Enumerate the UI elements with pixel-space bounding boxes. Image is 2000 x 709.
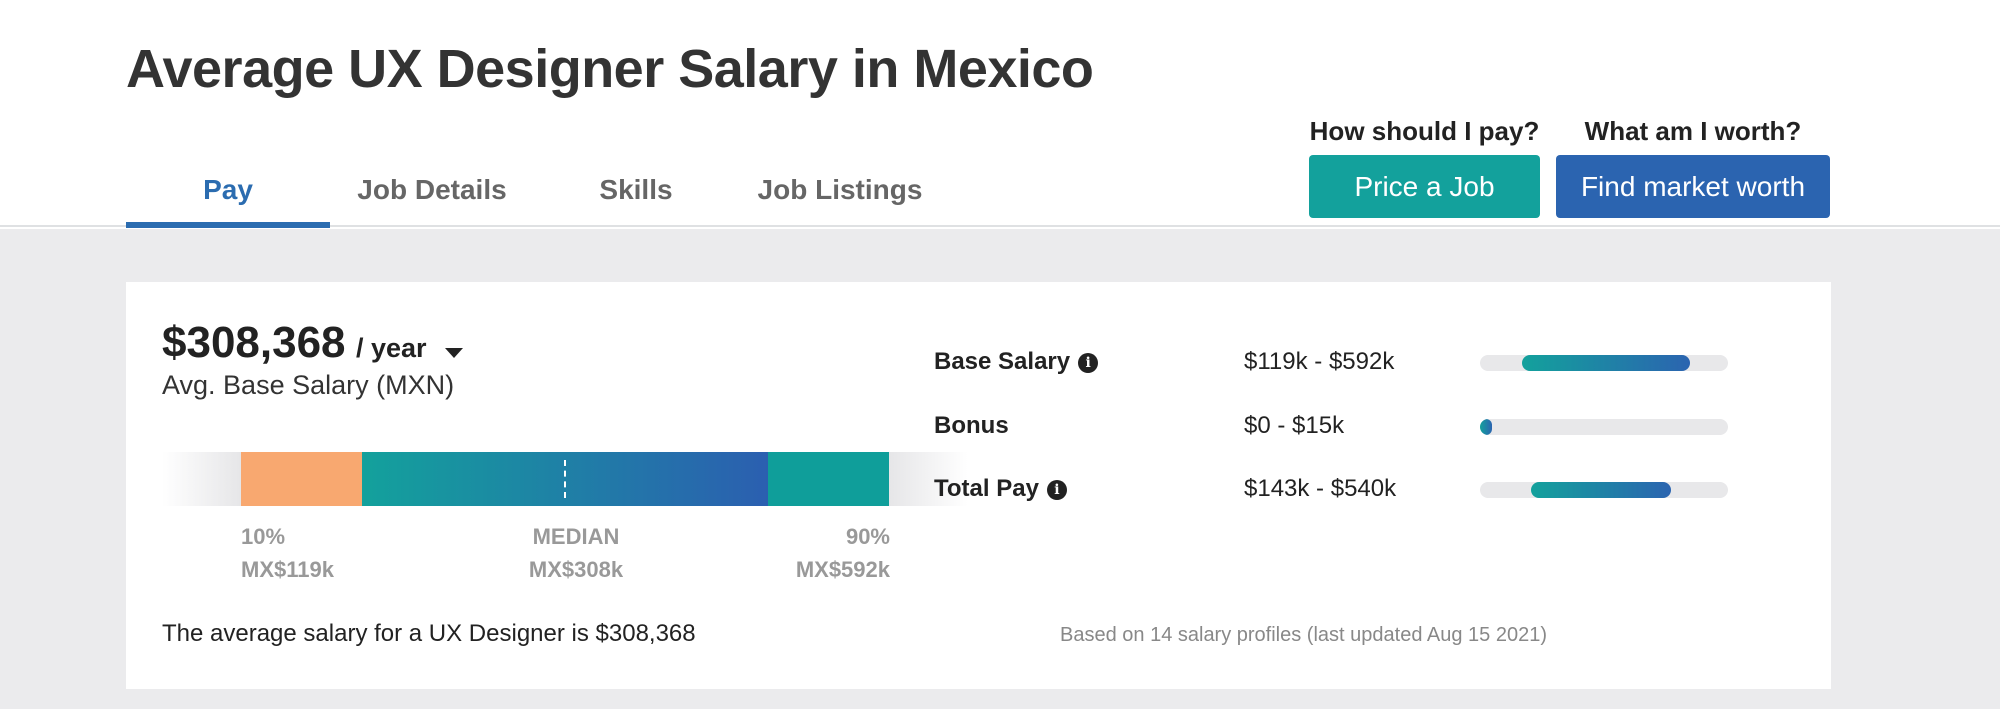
percentile-10-value: MX$119k [241,557,334,582]
median-title: MEDIAN [532,524,620,549]
tab-job-details[interactable]: Job Details [357,174,507,205]
pay-row-label: Total Pay i [934,471,1067,507]
pay-row-name: Total Pay [934,475,1039,502]
salary-summary-text: The average salary for a UX Designer is … [162,620,696,647]
percentile-10-label: 10% MX$119k [241,520,334,586]
pay-row-base-salary: Base Salary i $119k - $592k [934,344,1728,380]
percentile-90-label: 90% MX$592k [790,520,890,586]
median-label: MEDIAN MX$308k [476,520,676,586]
pay-row-name: Base Salary [934,348,1071,375]
percentile-90-value: MX$592k [795,557,890,582]
median-value: MX$308k [528,557,624,582]
median-marker [564,460,566,498]
salary-caption: Avg. Base Salary (MXN) [162,370,455,400]
pay-row-name: Bonus [934,412,1009,439]
chevron-down-icon[interactable] [445,347,463,358]
pay-row-range: $0 - $15k [1244,412,1345,439]
price-job-question: How should I pay? [1309,116,1540,146]
salary-period-selector[interactable]: / year [355,333,427,363]
pay-row-label: Base Salary i [934,344,1099,380]
page-title: Average UX Designer Salary in Mexico [126,39,1094,99]
market-worth-cta: What am I worth? Find market worth [1556,116,1830,218]
page-header: Average UX Designer Salary in Mexico Pay… [0,0,2000,228]
pay-row-range: $143k - $540k [1244,475,1397,502]
pay-range-fill [1530,482,1672,498]
tab-bar: Pay Job Details Skills Job Listings [126,160,942,228]
tab-pay[interactable]: Pay [126,160,330,228]
price-a-job-button[interactable]: Price a Job [1309,155,1540,218]
salary-distribution-bar [162,452,968,506]
percentile-10-title: 10% [241,524,286,549]
pay-row-range: $119k - $592k [1244,348,1395,375]
pay-range-fill [1480,419,1492,435]
price-job-cta: How should I pay? Price a Job [1309,116,1540,218]
data-source-footnote: Based on 14 salary profiles (last update… [1060,624,1547,646]
pay-range-track [1480,419,1728,435]
info-icon[interactable]: i [1078,352,1099,373]
find-market-worth-button[interactable]: Find market worth [1556,155,1830,218]
pay-range-track [1480,355,1728,371]
pay-row-label: Bonus [934,408,1009,444]
percentile-90-title: 90% [845,524,890,549]
distribution-fade-right [889,452,968,506]
pay-row-total-pay: Total Pay i $143k - $540k [934,471,1728,507]
salary-value: $308,368 [162,318,346,367]
pay-row-bonus: Bonus $0 - $15k [934,408,1728,444]
market-worth-question: What am I worth? [1584,116,1802,146]
pay-range-fill [1522,355,1690,371]
distribution-segment-high [768,452,889,506]
salary-amount: $308,368 / year [162,318,463,368]
info-icon[interactable]: i [1046,479,1067,500]
tab-skills[interactable]: Skills [599,174,673,205]
distribution-fade-left [162,452,241,506]
distribution-segment-low [241,452,362,506]
tab-job-listings[interactable]: Job Listings [757,174,923,205]
pay-range-track [1480,482,1728,498]
